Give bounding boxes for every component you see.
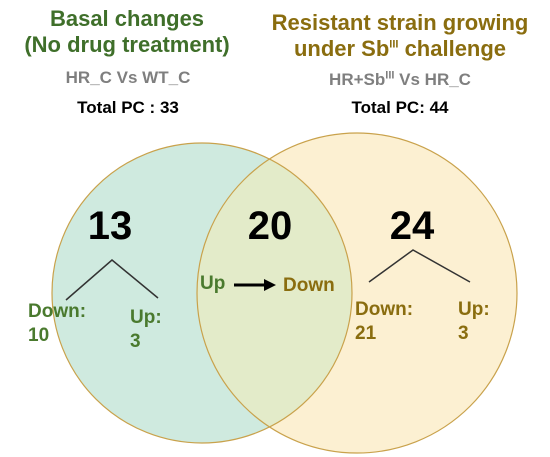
right-set-title-line2: under SbIII challenge [293, 36, 507, 61]
left-up: Up: 3 [130, 306, 162, 354]
left-set-comparison: HR_C Vs WT_C [65, 68, 191, 87]
right-down-label: Down: [355, 299, 414, 320]
left-up-label: Up: [130, 307, 162, 328]
right-set-title: Resistant strain growing under SbIII cha… [272, 10, 529, 62]
left-up-value: 3 [130, 331, 141, 352]
right-set-title-line1: Resistant strain growing [271, 10, 529, 35]
left-down: Down: 10 [28, 300, 86, 348]
overlap-from-label: Up [200, 273, 226, 294]
overlap-count: 20 [247, 204, 293, 248]
right-set-total: Total PC: 44 [351, 98, 449, 117]
left-set-total: Total PC : 33 [77, 98, 179, 117]
right-split-lines [368, 249, 471, 283]
left-down-value: 10 [28, 325, 50, 346]
right-only-count: 24 [389, 204, 435, 248]
left-set-title-line1: Basal changes [49, 6, 205, 31]
up-to-down-arrow-icon [234, 279, 276, 291]
right-set-comparison: HR+SbIII Vs HR_C [329, 69, 471, 89]
left-set-title: Basal changes (No drug treatment) [24, 6, 229, 58]
overlap-to-label: Down [283, 275, 335, 296]
left-down-label: Down: [28, 301, 87, 322]
right-up-value: 3 [458, 323, 469, 344]
left-set-title-line2: (No drug treatment) [24, 32, 230, 57]
right-up-label: Up: [458, 299, 490, 320]
left-only-count: 13 [87, 204, 133, 248]
right-down: Down: 21 [355, 298, 413, 346]
left-split-lines [65, 259, 159, 301]
right-down-value: 21 [355, 323, 377, 344]
overlap-region [197, 143, 352, 443]
right-up: Up: 3 [458, 298, 490, 346]
